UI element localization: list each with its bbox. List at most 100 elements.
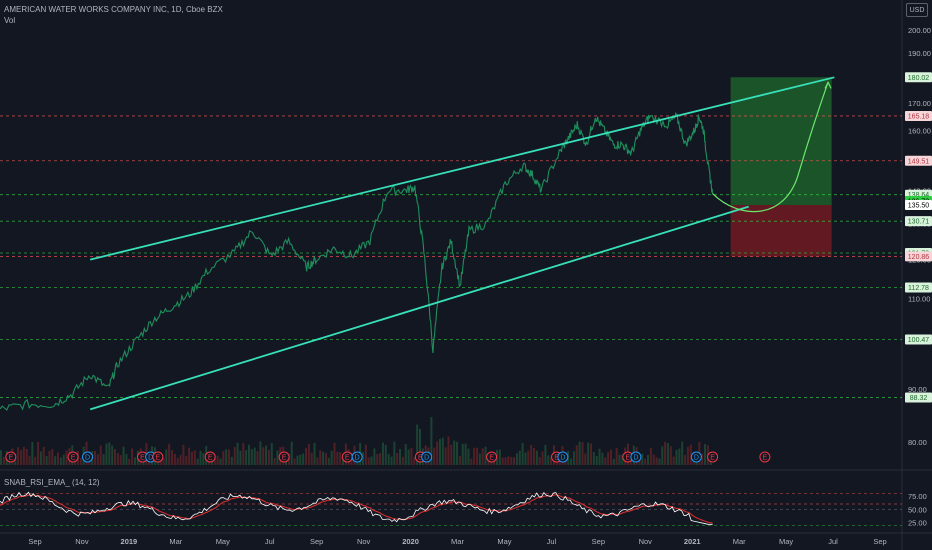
volume-bar-169: [482, 448, 484, 465]
volume-bar-83: [237, 443, 239, 465]
volume-bar-85: [242, 443, 244, 465]
volume-bar-13: [37, 442, 39, 465]
volume-bar-95: [271, 443, 273, 465]
volume-bar-183: [522, 443, 524, 465]
volume-bar-201: [573, 451, 575, 465]
volume-bar-239: [681, 442, 683, 465]
volume-bar-82: [234, 447, 236, 465]
volume-bar-118: [336, 452, 338, 465]
event-label-2: D: [85, 455, 90, 462]
time-tick-6: Sep: [310, 537, 323, 546]
volume-bar-67: [191, 452, 193, 465]
channel-upper-line: [90, 77, 834, 259]
volume-bar-15: [43, 447, 45, 465]
volume-bar-20: [57, 453, 59, 465]
event-label-1: E: [71, 455, 76, 462]
currency-badge[interactable]: USD: [906, 3, 928, 17]
volume-bar-63: [180, 455, 182, 465]
volume-bar-192: [547, 455, 549, 465]
volume-bar-176: [502, 457, 504, 465]
volume-bar-112: [319, 450, 321, 465]
event-label-15: E: [625, 455, 630, 462]
volume-bar-158: [450, 445, 452, 465]
volume-bar-105: [299, 455, 301, 465]
volume-bar-16: [46, 456, 48, 465]
time-tick-17: Jul: [828, 537, 838, 546]
time-tick-2: 2019: [121, 537, 138, 546]
volume-bar-137: [390, 457, 392, 465]
volume-bar-1: [3, 457, 5, 465]
volume-bar-214: [610, 450, 612, 465]
event-label-9: D: [355, 455, 360, 462]
time-tick-4: May: [216, 537, 230, 546]
volume-bar-131: [373, 448, 375, 465]
level-label-11: 88.32: [910, 395, 928, 402]
volume-bar-38: [108, 442, 110, 465]
volume-bar-159: [453, 441, 455, 465]
volume-bar-115: [328, 458, 330, 465]
profit-zone: [731, 77, 832, 205]
volume-bar-61: [174, 454, 176, 465]
volume-bar-35: [100, 446, 102, 465]
volume-bar-40: [114, 449, 116, 465]
volume-bar-129: [368, 457, 370, 465]
volume-bar-69: [197, 459, 199, 465]
volume-bar-225: [641, 454, 643, 465]
volume-bar-202: [576, 445, 578, 465]
volume-bar-78: [222, 451, 224, 465]
level-label-5: 135.50: [908, 203, 930, 210]
volume-bar-238: [678, 449, 680, 465]
volume-bar-182: [519, 451, 521, 465]
volume-bar-60: [171, 450, 173, 465]
volume-bar-236: [673, 457, 675, 465]
channel-lower-line: [90, 207, 748, 410]
volume-bar-93: [265, 445, 267, 465]
time-tick-1: Nov: [75, 537, 89, 546]
level-label-2: 149.51: [908, 158, 930, 165]
volume-bar-42: [120, 455, 122, 465]
time-tick-8: 2020: [402, 537, 419, 546]
volume-bar-34: [97, 454, 99, 465]
volume-bar-92: [262, 447, 264, 465]
symbol-title: AMERICAN WATER WORKS COMPANY INC, 1D, Cb…: [4, 5, 223, 14]
volume-bar-205: [584, 454, 586, 465]
time-tick-14: 2021: [684, 537, 701, 546]
volume-bar-132: [376, 454, 378, 465]
volume-bar-10: [29, 456, 31, 465]
volume-bar-215: [613, 459, 615, 465]
time-tick-16: May: [779, 537, 793, 546]
volume-bar-7: [20, 450, 22, 465]
volume-bar-235: [670, 446, 672, 465]
volume-bar-156: [445, 447, 447, 465]
price-tick-12: 80.00: [908, 438, 927, 447]
indicator-label[interactable]: SNAB_RSI_EMA_ (14, 12): [4, 478, 100, 487]
event-label-6: E: [208, 455, 213, 462]
loss-zone: [731, 205, 832, 256]
volume-bar-161: [459, 456, 461, 465]
volume-bar-209: [596, 456, 598, 465]
price-tick-0: 200.00: [908, 26, 931, 35]
volume-bar-204: [581, 442, 583, 465]
volume-bar-231: [658, 458, 660, 465]
volume-bar-80: [228, 449, 230, 465]
volume-bar-59: [168, 444, 170, 465]
time-tick-3: Mar: [169, 537, 182, 546]
time-tick-18: Sep: [873, 537, 886, 546]
volume-bar-39: [111, 446, 113, 465]
time-tick-9: Mar: [451, 537, 464, 546]
volume-bar-0: [0, 450, 2, 465]
volume-bar-162: [462, 444, 464, 465]
volume-bar-180: [513, 457, 515, 465]
volume-bar-230: [656, 457, 658, 465]
volume-bar-211: [601, 453, 603, 465]
volume-bar-117: [333, 443, 335, 465]
volume-bar-86: [245, 450, 247, 465]
volume-bar-109: [311, 453, 313, 465]
volume-bar-114: [325, 453, 327, 465]
volume-bar-203: [579, 442, 581, 465]
event-label-16: D: [633, 455, 638, 462]
volume-bar-141: [402, 457, 404, 465]
volume-bar-45: [128, 459, 130, 465]
